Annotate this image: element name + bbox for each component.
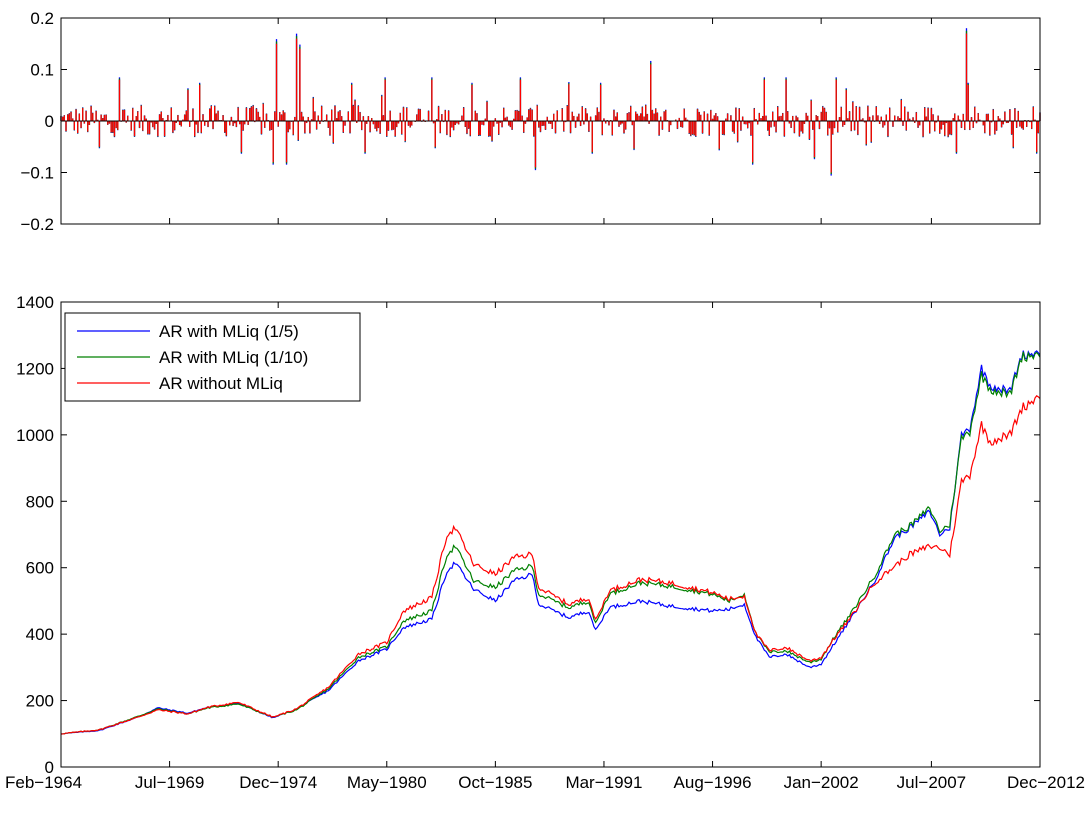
legend-label-ar-mliq-1-5: AR with MLiq (1/5) — [159, 322, 299, 341]
returns-axes: −0.2 −0.1 0 0.1 0.2 — [20, 9, 1041, 234]
returns-ytick-label: −0.2 — [20, 215, 54, 234]
wealth-xtick-label: Feb−1964 — [5, 773, 82, 792]
wealth-ytick-label: 1000 — [16, 426, 54, 445]
wealth-ytick-label: 400 — [26, 625, 54, 644]
returns-panel: −0.2 −0.1 0 0.1 0.2 — [20, 9, 1041, 234]
wealth-axes: 0 200 400 600 800 1000 1200 1400 Feb−1964 Jul−196… — [5, 293, 1085, 792]
returns-axes-box — [60, 17, 1041, 225]
legend-label-ar-without-mliq: AR without MLiq — [159, 374, 283, 393]
wealth-xtick-label: Jul−1969 — [135, 773, 204, 792]
wealth-xtick-label: Dec−1974 — [239, 773, 317, 792]
legend: AR with MLiq (1/5) AR with MLiq (1/10) A… — [64, 312, 361, 402]
returns-ytick-label: 0.1 — [30, 61, 54, 80]
wealth-panel: 0 200 400 600 800 1000 1200 1400 Feb−1964 Jul−196… — [5, 293, 1085, 792]
wealth-ytick-label: 0 — [45, 758, 54, 777]
series-line-1 — [60, 351, 1041, 735]
returns-ytick-label: 0 — [45, 112, 54, 131]
wealth-axes-box — [60, 301, 1041, 768]
wealth-xtick-label: May−1980 — [347, 773, 427, 792]
series-line-2 — [60, 395, 1041, 735]
wealth-ytick-label: 1200 — [16, 359, 54, 378]
wealth-xtick-label: Jul−2007 — [897, 773, 966, 792]
legend-label-ar-mliq-1-10: AR with MLiq (1/10) — [159, 348, 308, 367]
wealth-xtick-label: Jan−2002 — [784, 773, 859, 792]
returns-ytick-label: −0.1 — [20, 164, 54, 183]
wealth-ytick-label: 800 — [26, 492, 54, 511]
wealth-ytick-label: 200 — [26, 692, 54, 711]
returns-ytick-label: 0.2 — [30, 9, 54, 28]
wealth-ytick-label: 600 — [26, 559, 54, 578]
returns-bars — [60, 28, 1041, 176]
wealth-xtick-label: Dec−2012 — [1007, 773, 1085, 792]
wealth-ytick-label: 1400 — [16, 293, 54, 312]
wealth-xtick-label: Mar−1991 — [565, 773, 642, 792]
wealth-xtick-label: Aug−1996 — [674, 773, 752, 792]
wealth-xtick-label: Oct−1985 — [458, 773, 532, 792]
wealth-lines — [60, 350, 1041, 735]
